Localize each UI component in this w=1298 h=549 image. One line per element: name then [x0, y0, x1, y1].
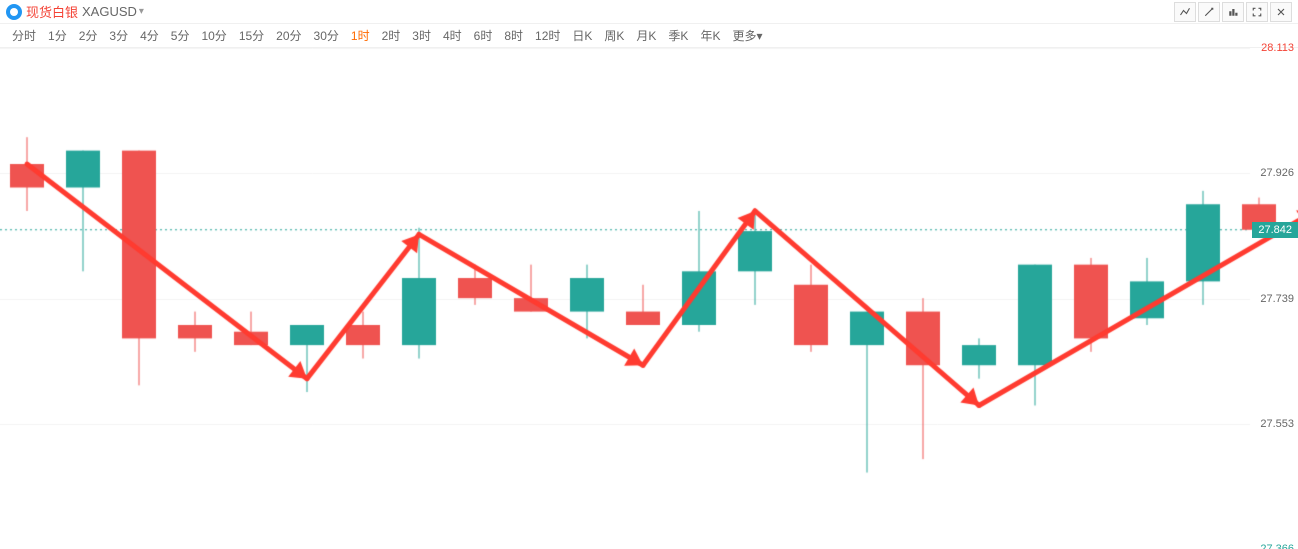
instrument-symbol: XAGUSD: [82, 4, 137, 19]
yaxis-tick: 27.366: [1260, 543, 1294, 549]
timeframe-bar: 分时1分2分3分4分5分10分15分20分30分1时2时3时4时6时8时12时日…: [0, 24, 1298, 48]
yaxis-tick: 28.113: [1261, 42, 1294, 54]
timeframe-10分[interactable]: 10分: [195, 27, 232, 44]
yaxis-tick: 27.553: [1260, 418, 1294, 430]
timeframe-分时[interactable]: 分时: [6, 27, 42, 44]
timeframe-15分[interactable]: 15分: [233, 27, 270, 44]
last-price-badge: 27.842: [1252, 222, 1298, 238]
timeframe-6时[interactable]: 6时: [468, 27, 499, 44]
yaxis-tick: 27.926: [1260, 167, 1294, 179]
timeframe-日K[interactable]: 日K: [566, 27, 598, 44]
timeframe-2时[interactable]: 2时: [376, 27, 407, 44]
timeframe-年K[interactable]: 年K: [694, 27, 726, 44]
fullscreen-icon[interactable]: [1246, 2, 1268, 22]
indicator-icon[interactable]: [1174, 2, 1196, 22]
compare-icon[interactable]: [1222, 2, 1244, 22]
timeframe-4分[interactable]: 4分: [134, 27, 165, 44]
timeframe-20分[interactable]: 20分: [270, 27, 307, 44]
timeframe-3时[interactable]: 3时: [406, 27, 437, 44]
timeframe-2分[interactable]: 2分: [73, 27, 104, 44]
timeframe-季K[interactable]: 季K: [662, 27, 694, 44]
logo-icon: [6, 4, 22, 20]
timeframe-8时[interactable]: 8时: [498, 27, 529, 44]
timeframe-30分[interactable]: 30分: [308, 27, 345, 44]
instrument-dropdown[interactable]: ▾: [139, 6, 144, 17]
timeframe-周K[interactable]: 周K: [598, 27, 630, 44]
timeframe-更多[interactable]: 更多▾: [726, 27, 768, 44]
close-icon[interactable]: [1270, 2, 1292, 22]
timeframe-1分[interactable]: 1分: [42, 27, 73, 44]
header-tools: [1172, 2, 1292, 22]
yaxis-tick: 27.739: [1260, 293, 1294, 305]
chart-area[interactable]: 28.11327.92627.73927.55327.36627.842: [0, 48, 1298, 549]
timeframe-月K[interactable]: 月K: [630, 27, 662, 44]
chart-header: 现货白银 XAGUSD ▾: [0, 0, 1298, 24]
timeframe-4时[interactable]: 4时: [437, 27, 468, 44]
timeframe-5分[interactable]: 5分: [165, 27, 196, 44]
timeframe-3分[interactable]: 3分: [103, 27, 134, 44]
instrument-name: 现货白银: [26, 2, 78, 21]
draw-icon[interactable]: [1198, 2, 1220, 22]
timeframe-12时[interactable]: 12时: [529, 27, 566, 44]
timeframe-1时[interactable]: 1时: [345, 27, 376, 44]
